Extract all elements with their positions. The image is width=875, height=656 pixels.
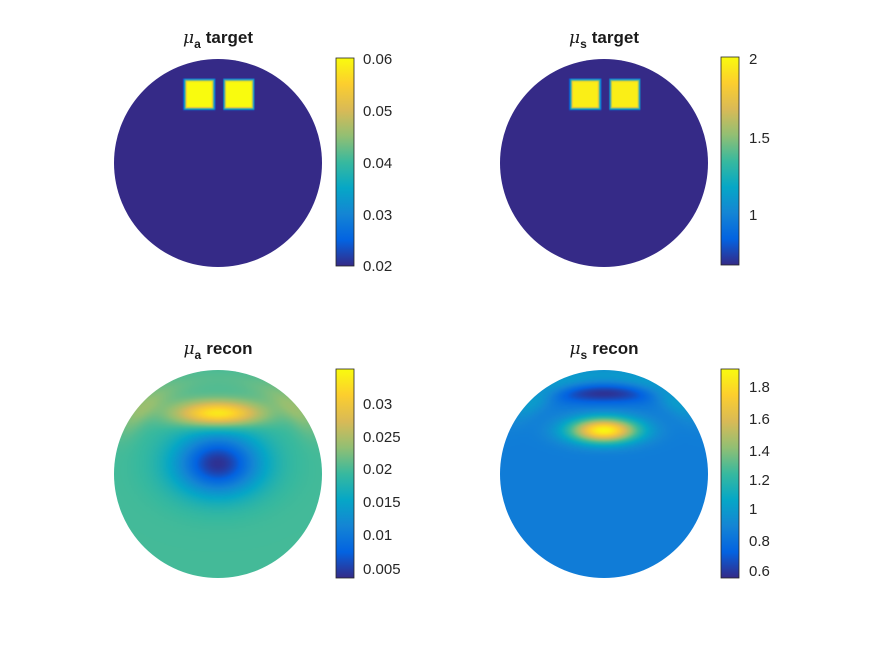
heatmap-disk (500, 370, 708, 578)
colorbar-tick-label: 0.8 (749, 533, 770, 550)
title-subscript: s (580, 37, 587, 51)
title-word: target (206, 28, 254, 47)
heatmap-disk (114, 370, 322, 578)
heatmap-image (114, 370, 322, 578)
panel-title: μa recon (183, 339, 252, 362)
colorbar (335, 57, 355, 267)
title-word: recon (592, 339, 638, 358)
colorbar-tick-label: 0.03 (363, 396, 392, 413)
heatmap-disk (500, 59, 708, 267)
colorbar-tick-label: 0.03 (363, 207, 392, 224)
title-word: recon (206, 339, 252, 358)
colorbar-tick-label: 1.4 (749, 443, 770, 460)
title-subscript: a (194, 37, 201, 51)
colorbar-tick-label: 1.6 (749, 411, 770, 428)
colorbar (720, 368, 740, 579)
colorbar (720, 56, 740, 266)
panel-title: μs target (569, 28, 639, 51)
heatmap-disk (114, 59, 322, 267)
colorbar-tick-label: 0.6 (749, 563, 770, 580)
panel-mua-target: μa target 0.06 0.05 0.04 0.03 0.02 (114, 28, 392, 275)
heatmap-image (500, 59, 708, 267)
colorbar-tick-label: 0.01 (363, 527, 392, 544)
panel-mus-recon: μs recon 1.8 1.6 1.4 1.2 1 0.8 0.6 (500, 339, 770, 580)
colorbar-tick-label: 0.02 (363, 258, 392, 275)
colorbar-tick-label: 0.02 (363, 461, 392, 478)
panel-mua-recon: μa recon 0.03 0.025 0.02 0.015 0.01 0.005 (114, 339, 401, 579)
heatmap-image (500, 370, 708, 578)
colorbar-tick-label: 0.015 (363, 494, 401, 511)
heatmap-image (114, 59, 322, 267)
colorbar-tick-label: 2 (749, 51, 757, 68)
colorbar-tick-label: 0.05 (363, 103, 392, 120)
colorbar-tick-label: 0.06 (363, 51, 392, 68)
colorbar-ticks: 0.06 0.05 0.04 0.03 0.02 (363, 51, 392, 275)
colorbar-tick-label: 0.005 (363, 561, 401, 578)
panel-title: μs recon (569, 339, 638, 362)
colorbar-ticks: 2 1.5 1 (749, 51, 770, 224)
colorbar-ticks: 0.03 0.025 0.02 0.015 0.01 0.005 (363, 396, 401, 578)
colorbar-tick-label: 0.04 (363, 155, 392, 172)
colorbar-tick-label: 1.2 (749, 472, 770, 489)
colorbar-tick-label: 1.5 (749, 130, 770, 147)
colorbar-tick-label: 1 (749, 501, 757, 518)
title-symbol: μ (569, 339, 580, 359)
title-subscript: a (195, 348, 202, 362)
colorbar-ticks: 1.8 1.6 1.4 1.2 1 0.8 0.6 (749, 379, 770, 580)
title-symbol: μ (183, 339, 194, 359)
title-word: target (592, 28, 640, 47)
title-symbol: μ (183, 28, 194, 48)
colorbar (335, 368, 355, 579)
colorbar-tick-label: 0.025 (363, 429, 401, 446)
title-symbol: μ (569, 28, 580, 48)
colorbar-tick-label: 1.8 (749, 379, 770, 396)
panel-mus-target: μs target 2 1.5 1 (500, 28, 770, 267)
colorbar-tick-label: 1 (749, 207, 757, 224)
title-subscript: s (581, 348, 588, 362)
panel-title: μa target (183, 28, 253, 51)
